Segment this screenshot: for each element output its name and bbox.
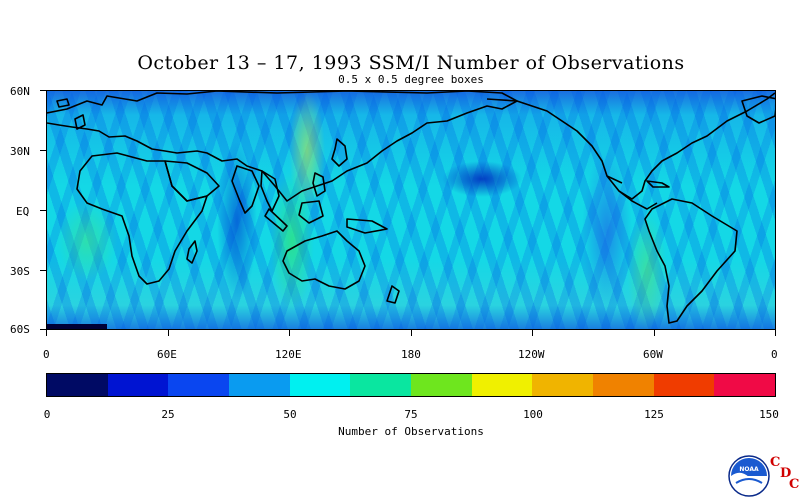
lon-label-60e: 60E bbox=[157, 348, 177, 361]
colorbar-swatch-9 bbox=[593, 374, 654, 396]
lon-tick bbox=[46, 330, 47, 336]
colorbar bbox=[46, 373, 776, 397]
lon-label-0-east: 0 bbox=[771, 348, 778, 361]
africa-outline bbox=[76, 152, 208, 285]
colorbar-tick-100: 100 bbox=[523, 408, 543, 421]
colorbar-swatch-7 bbox=[471, 374, 533, 396]
britain-outline bbox=[74, 114, 86, 130]
cdc-letter-1: C bbox=[770, 455, 781, 470]
philippines-outline bbox=[312, 172, 326, 197]
colorbar-tick-50: 50 bbox=[283, 408, 297, 421]
cdc-letter-3: C bbox=[789, 477, 800, 492]
india-outline bbox=[231, 165, 260, 214]
lat-tick bbox=[40, 150, 46, 151]
colorbar-swatch-3 bbox=[229, 374, 290, 396]
japan-outline bbox=[331, 138, 348, 167]
north-america-outline bbox=[486, 92, 775, 200]
colorbar-tick-125: 125 bbox=[644, 408, 664, 421]
colorbar-swatch-0 bbox=[47, 374, 108, 396]
south-america-outline bbox=[644, 198, 738, 324]
indochina-outline bbox=[260, 170, 280, 212]
lon-label-120e: 120E bbox=[275, 348, 302, 361]
new-guinea-outline bbox=[346, 218, 388, 234]
lat-label-30s: 30S bbox=[10, 265, 30, 278]
greenland-outline bbox=[741, 95, 775, 124]
iceland-outline bbox=[56, 98, 70, 108]
lon-tick bbox=[411, 330, 412, 336]
madagascar-outline bbox=[186, 240, 198, 264]
colorbar-tick-75: 75 bbox=[404, 408, 418, 421]
colorbar-tick-0: 0 bbox=[43, 408, 51, 421]
colorbar-title: Number of Observations bbox=[338, 425, 484, 438]
colorbar-swatch-11 bbox=[714, 374, 776, 396]
colorbar-swatch-6 bbox=[411, 374, 472, 396]
lat-label-60n: 60N bbox=[10, 85, 30, 98]
cuba-outline bbox=[646, 180, 670, 188]
antarctic-land bbox=[47, 324, 107, 329]
map-title: October 13 – 17, 1993 SSM/I Number of Ob… bbox=[137, 52, 685, 74]
new-zealand-outline bbox=[386, 285, 400, 304]
lat-tick bbox=[40, 270, 46, 271]
colorbar-swatch-4 bbox=[289, 374, 351, 396]
australia-outline bbox=[282, 230, 366, 290]
colorbar-swatch-5 bbox=[350, 374, 412, 396]
borneo-outline bbox=[298, 200, 324, 224]
lat-tick bbox=[40, 329, 46, 330]
eurasia-outline bbox=[47, 91, 518, 202]
observation-map bbox=[46, 90, 776, 330]
lon-tick bbox=[289, 330, 290, 336]
lon-label-60w: 60W bbox=[643, 348, 663, 361]
central-america-outline bbox=[618, 190, 658, 210]
colorbar-swatch-2 bbox=[168, 374, 230, 396]
colorbar-tick-150: 150 bbox=[759, 408, 779, 421]
colorbar-swatch-8 bbox=[532, 374, 594, 396]
colorbar-tick-25: 25 bbox=[161, 408, 175, 421]
lon-label-120w: 120W bbox=[518, 348, 545, 361]
lat-tick bbox=[40, 90, 46, 91]
sumatra-outline bbox=[264, 208, 288, 232]
lon-tick bbox=[532, 330, 533, 336]
lat-tick bbox=[40, 210, 46, 211]
lat-label-eq: EQ bbox=[16, 205, 30, 218]
arabia-outline bbox=[164, 160, 220, 202]
map-subtitle: 0.5 x 0.5 degree boxes bbox=[338, 73, 484, 86]
continent-outlines bbox=[47, 91, 775, 324]
lat-label-60s: 60S bbox=[10, 323, 30, 336]
lon-tick bbox=[654, 330, 655, 336]
noaa-logo-icon: NOAA bbox=[728, 455, 770, 497]
lat-label-30n: 30N bbox=[10, 145, 30, 158]
lon-label-180: 180 bbox=[401, 348, 421, 361]
lon-tick bbox=[775, 330, 776, 336]
lon-label-0: 0 bbox=[43, 348, 50, 361]
cdc-letter-2: D bbox=[780, 466, 792, 481]
lon-tick bbox=[168, 330, 169, 336]
noaa-logo-text: NOAA bbox=[739, 466, 759, 473]
colorbar-swatch-10 bbox=[653, 374, 715, 396]
colorbar-swatch-1 bbox=[107, 374, 169, 396]
